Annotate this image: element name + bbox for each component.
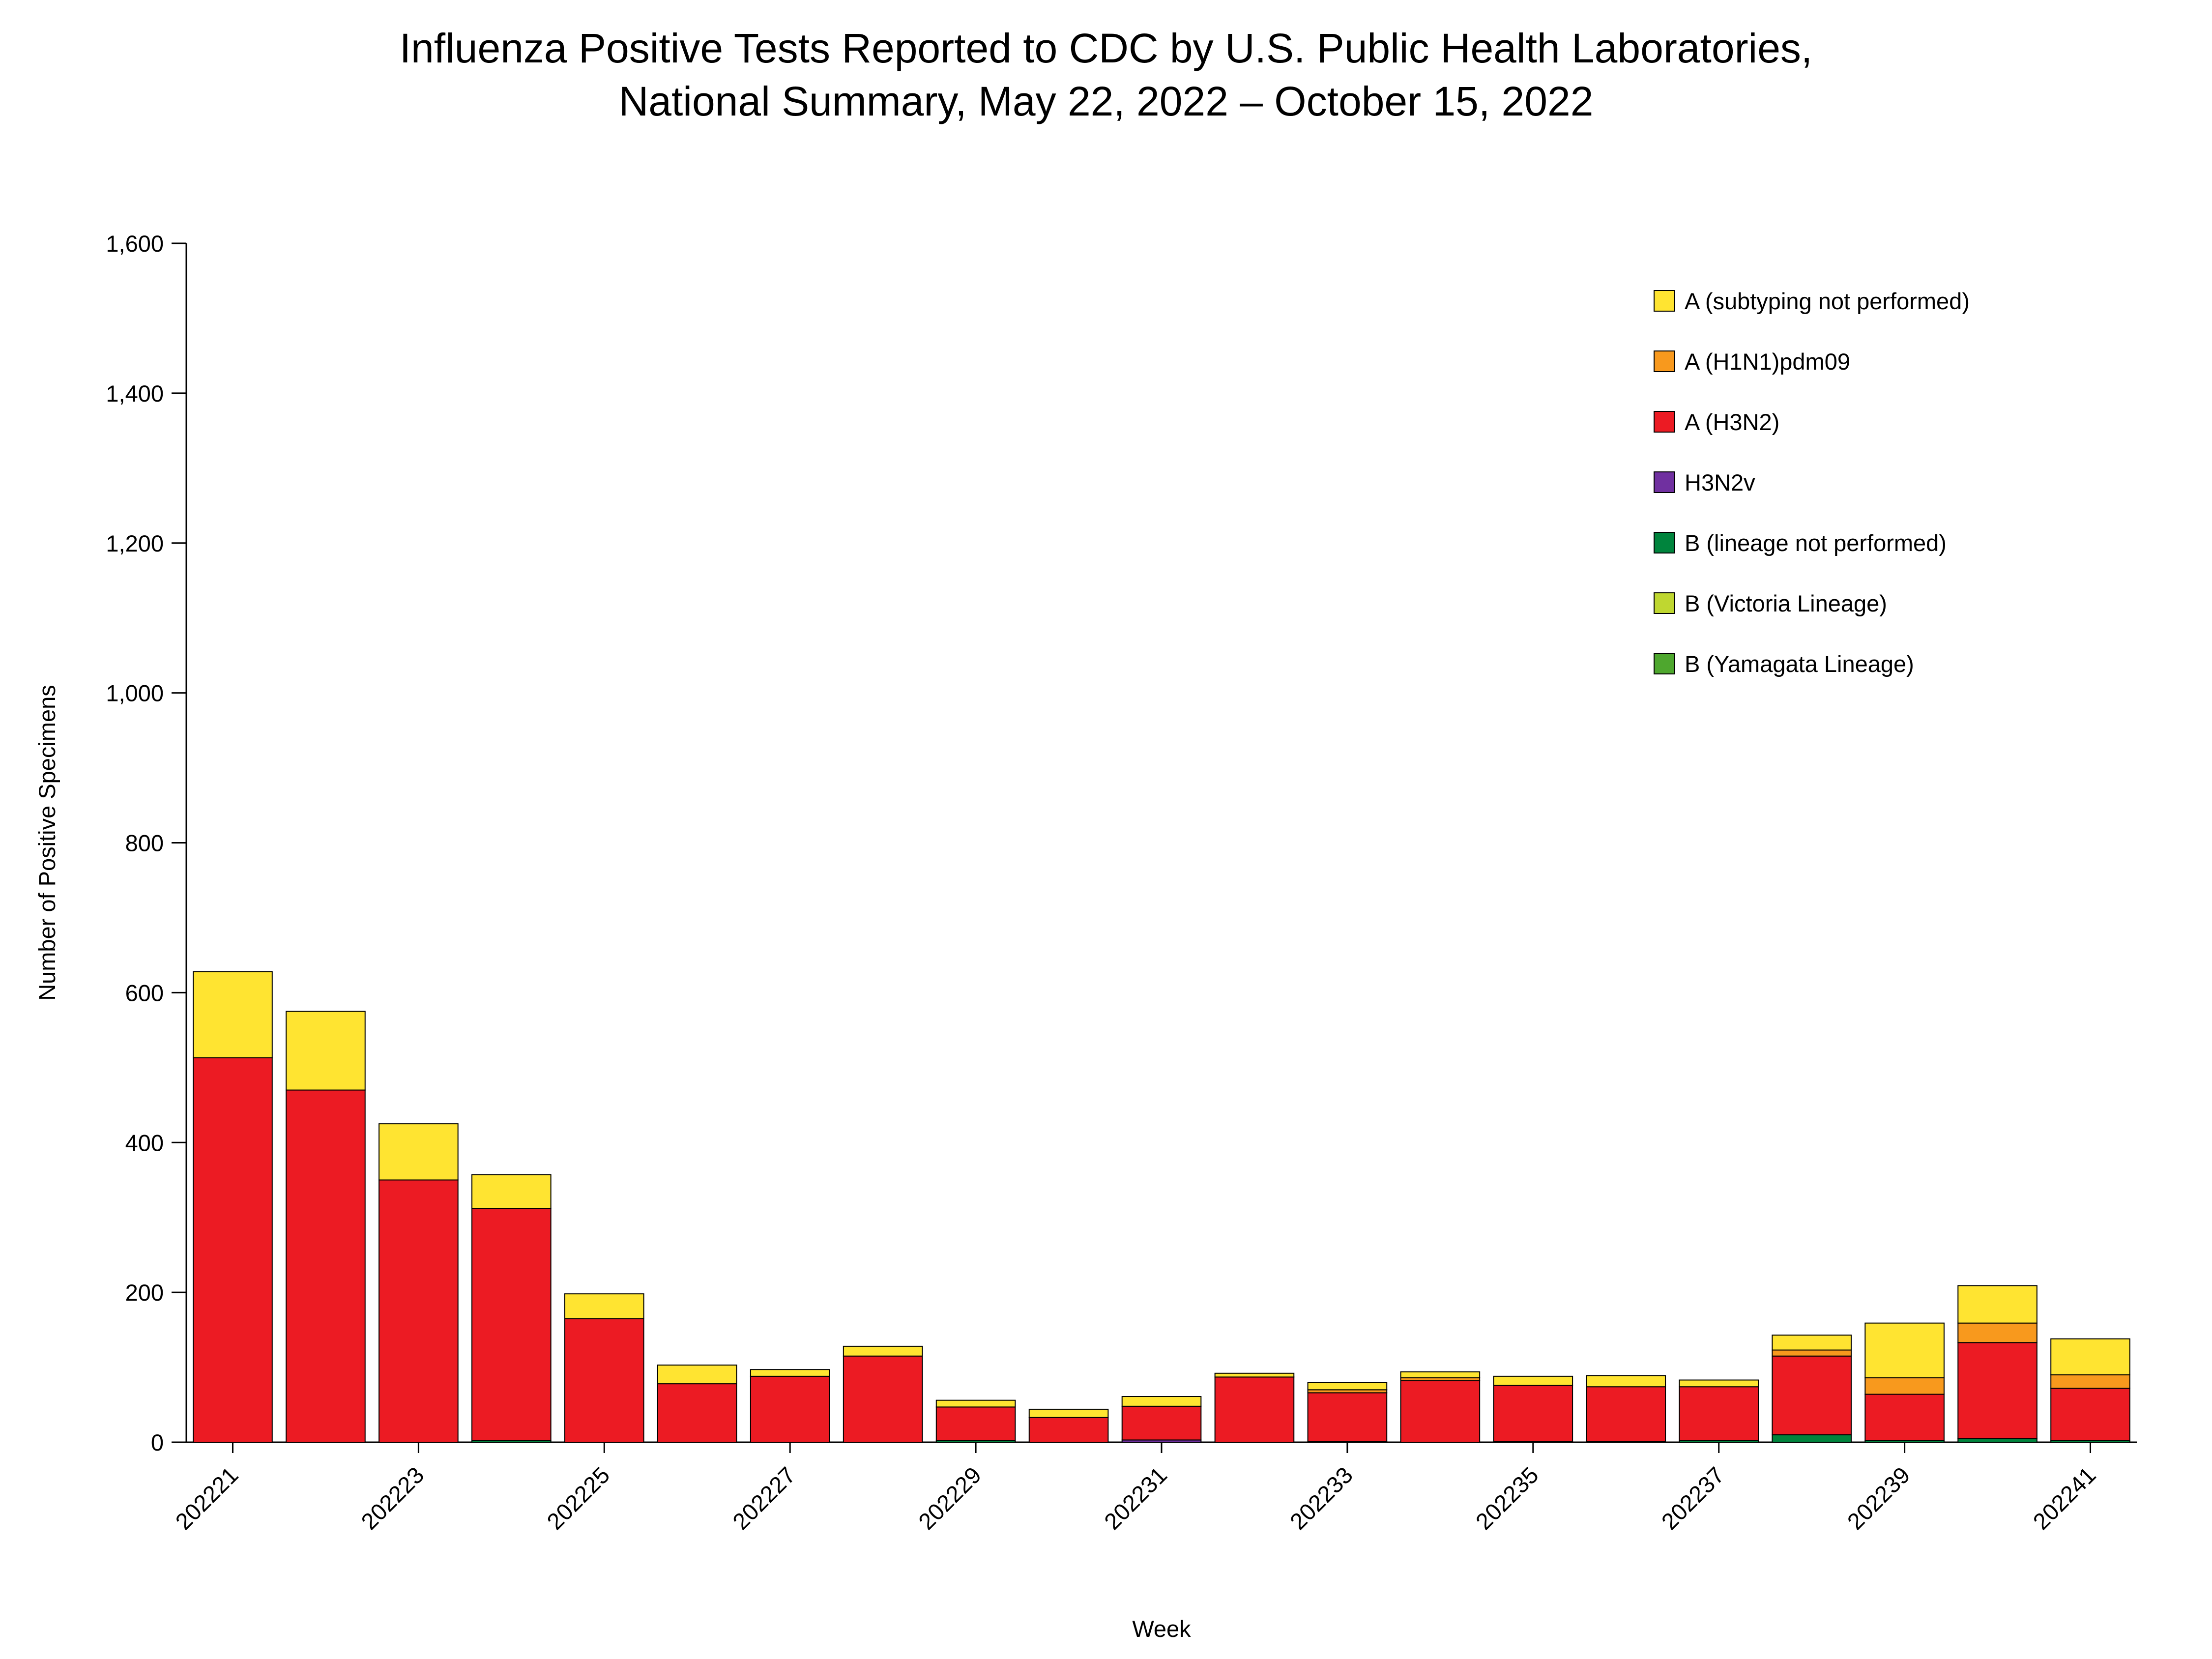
bar-segment [1121,1396,1202,1407]
legend-swatch [1654,532,1675,553]
bar-segment [1772,1349,1852,1357]
bar-segment [935,1406,1016,1441]
bar-segment [378,1123,459,1181]
legend-label: B (Victoria Lineage) [1685,590,1887,616]
y-axis-tick-label: 400 [125,1130,164,1156]
bar-segment [2050,1374,2130,1389]
y-axis-tick-label: 200 [125,1280,164,1306]
bar-segment [193,971,273,1058]
bar-segment [750,1375,830,1443]
bar-segment [935,1399,1016,1408]
x-axis-tick-label: 202231 [1099,1462,1172,1535]
bar-segment [1864,1394,1945,1441]
bar-segment [1957,1342,2037,1439]
bar-segment [193,1057,273,1443]
bar-segment [843,1355,923,1443]
chart-title-line2: National Summary, May 22, 2022 – October… [618,78,1594,124]
bar-segment [1772,1335,1852,1351]
bar-segment [1400,1380,1481,1443]
legend-swatch [1654,653,1675,674]
x-axis-tick-label: 202235 [1470,1462,1543,1535]
x-axis-tick-label: 202227 [728,1462,800,1535]
bar-segment [2050,1388,2130,1441]
x-axis-tick-label: 202239 [1842,1462,1915,1535]
x-axis-tick-label: 202221 [170,1462,243,1535]
legend-label: A (subtyping not performed) [1685,288,1970,314]
y-axis-tick-label: 1,200 [106,530,164,556]
bar-segment [1028,1417,1109,1443]
legend-swatch [1654,471,1675,493]
bar-segment [1586,1386,1666,1442]
legend-swatch [1654,290,1675,312]
bar-segment [2050,1338,2130,1375]
bar-segment [564,1318,644,1443]
bar-segment [564,1293,644,1319]
bar-segment [1957,1322,2037,1343]
bar-segment [1957,1438,2037,1443]
y-axis-tick-label: 800 [125,830,164,856]
x-axis-tick-label: 202237 [1656,1462,1729,1535]
bar-segment [843,1345,923,1357]
legend-label: A (H3N2) [1685,409,1779,435]
y-axis-tick-label: 1,400 [106,380,164,407]
x-axis-tick-label: 202223 [356,1462,429,1535]
bar-segment [1214,1376,1295,1443]
x-axis-tick-label: 202225 [542,1462,614,1535]
legend-swatch [1654,350,1675,372]
bar-segment [1307,1392,1388,1442]
bar-segment [1400,1371,1481,1378]
bar-segment [471,1208,552,1441]
bar-segment [1957,1285,2037,1324]
bar-segment [1772,1434,1852,1443]
legend-label: B (Yamagata Lineage) [1685,651,1914,677]
bar-segment [657,1383,737,1443]
x-axis-title: Week [1132,1616,1191,1642]
bar-segment [1493,1375,1573,1386]
x-axis-tick-label: 202241 [2028,1462,2100,1535]
bar-segment [750,1369,830,1377]
bar-segment [1679,1379,1759,1388]
bar-segment [1028,1408,1109,1418]
legend-swatch [1654,592,1675,614]
bar-segment [471,1174,552,1209]
bar-segment [1586,1375,1666,1388]
bar-segment [657,1364,737,1385]
legend-label: B (lineage not performed) [1685,530,1947,556]
bar-segment [1679,1386,1759,1441]
x-axis-tick-label: 202229 [913,1462,986,1535]
bar-segment [1493,1385,1573,1442]
x-axis-tick-label: 202233 [1285,1462,1358,1535]
bar-segment [1214,1372,1295,1378]
legend-label: H3N2v [1685,469,1755,495]
bar-segment [286,1011,366,1091]
legend-swatch [1654,411,1675,433]
y-axis-tick-label: 1,600 [106,231,164,257]
bar-segment [1864,1377,1945,1395]
chart-title-line1: Influenza Positive Tests Reported to CDC… [399,25,1813,71]
y-axis-title: Number of Positive Specimens [34,685,60,1001]
y-axis-tick-label: 600 [125,980,164,1006]
bar-segment [1121,1405,1202,1441]
chart-title: Influenza Positive Tests Reported to CDC… [0,22,2212,128]
bar-segment [1864,1322,1945,1378]
y-axis-tick-label: 0 [151,1429,164,1455]
legend-label: A (H1N1)pdm09 [1685,349,1850,375]
bar-segment [1772,1355,1852,1435]
bar-segment [1307,1382,1388,1391]
bar-segment [286,1089,366,1443]
bar-segment [378,1179,459,1443]
y-axis-tick-label: 1,000 [106,680,164,706]
